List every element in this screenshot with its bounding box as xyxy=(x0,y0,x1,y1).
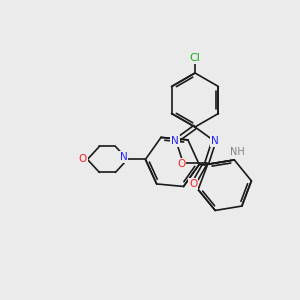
Text: O: O xyxy=(177,159,185,169)
Text: N: N xyxy=(211,136,219,146)
Text: Cl: Cl xyxy=(190,53,200,63)
Text: NH: NH xyxy=(230,147,245,157)
Text: O: O xyxy=(78,154,86,164)
Text: N: N xyxy=(171,136,179,146)
Text: O: O xyxy=(189,179,197,189)
Text: N: N xyxy=(119,152,127,162)
